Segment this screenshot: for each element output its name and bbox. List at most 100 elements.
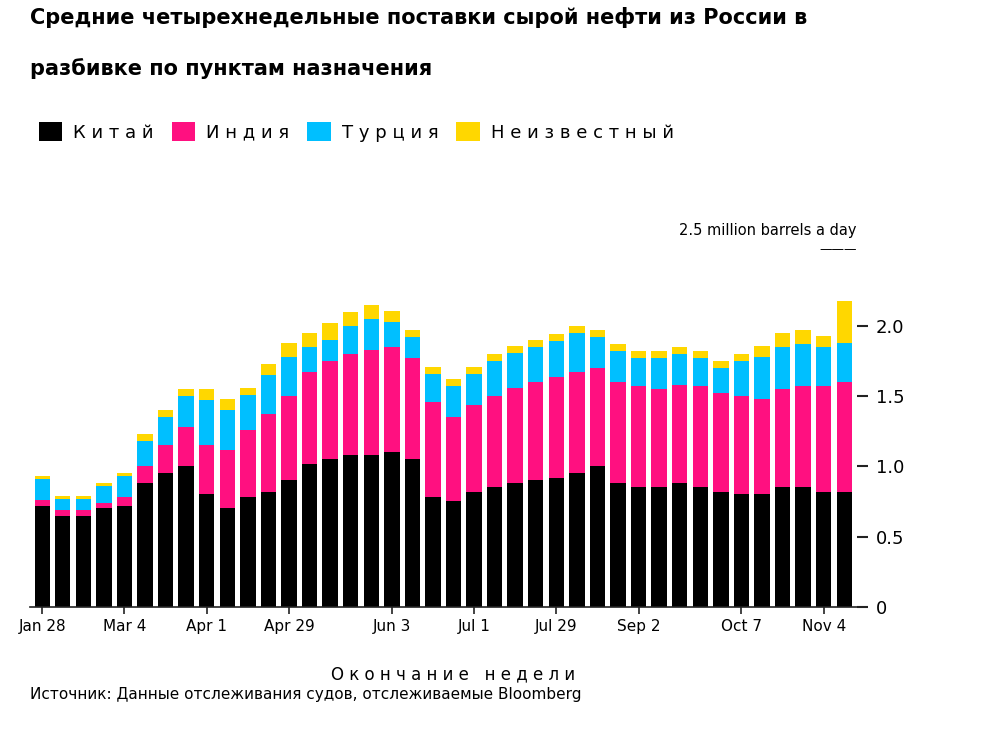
Bar	[55, 510, 71, 515]
Bar	[240, 430, 256, 497]
Bar	[508, 483, 523, 607]
Bar	[35, 476, 50, 479]
Bar	[76, 515, 91, 607]
Bar	[734, 361, 749, 396]
Bar	[281, 396, 297, 480]
Bar	[323, 340, 338, 361]
Bar	[323, 361, 338, 459]
Bar	[775, 389, 790, 488]
Bar	[590, 368, 606, 466]
Bar	[796, 344, 811, 387]
Bar	[384, 347, 399, 452]
Bar	[630, 352, 646, 358]
Bar	[630, 387, 646, 488]
Bar	[837, 382, 852, 492]
Bar	[364, 455, 378, 607]
Text: ———: ———	[819, 243, 857, 256]
Bar	[97, 509, 112, 607]
Bar	[734, 354, 749, 361]
Bar	[528, 382, 544, 480]
Bar	[158, 474, 173, 607]
Text: Источник: Данные отслеживания судов, отслеживаемые Bloomberg: Источник: Данные отслеживания судов, отс…	[30, 686, 582, 702]
Bar	[837, 492, 852, 607]
Bar	[117, 497, 132, 506]
Bar	[692, 352, 708, 358]
Bar	[569, 333, 585, 372]
Bar	[528, 340, 544, 347]
Bar	[199, 494, 214, 607]
Bar	[302, 333, 318, 347]
Bar	[672, 385, 687, 483]
Bar	[219, 509, 235, 607]
Bar	[158, 417, 173, 445]
Bar	[775, 347, 790, 389]
Bar	[590, 466, 606, 607]
Bar	[302, 463, 318, 607]
Bar	[199, 445, 214, 494]
Bar	[178, 427, 194, 466]
Bar	[692, 358, 708, 387]
Bar	[117, 506, 132, 607]
Bar	[199, 401, 214, 445]
Bar	[528, 347, 544, 382]
Bar	[549, 335, 564, 341]
Bar	[446, 379, 461, 387]
Bar	[466, 405, 482, 492]
Bar	[240, 497, 256, 607]
Bar	[590, 330, 606, 337]
Bar	[692, 387, 708, 488]
Bar	[713, 492, 728, 607]
Bar	[672, 354, 687, 385]
Text: 2.5 million barrels a day: 2.5 million barrels a day	[679, 222, 857, 238]
Bar	[611, 352, 625, 382]
Bar	[97, 486, 112, 503]
Bar	[261, 364, 276, 375]
Bar	[569, 372, 585, 474]
Bar	[630, 488, 646, 607]
Bar	[796, 387, 811, 488]
Bar	[487, 354, 502, 361]
Bar	[343, 326, 359, 354]
Bar	[343, 312, 359, 326]
Bar	[302, 372, 318, 463]
Bar	[219, 410, 235, 450]
Bar	[713, 393, 728, 492]
Bar	[219, 399, 235, 410]
Text: разбивке по пунктам назначения: разбивке по пунктам назначения	[30, 58, 432, 80]
Bar	[76, 499, 91, 510]
Bar	[487, 396, 502, 488]
Bar	[281, 357, 297, 396]
Bar	[672, 347, 687, 354]
Bar	[775, 488, 790, 607]
Bar	[816, 387, 832, 492]
Bar	[55, 496, 71, 499]
Bar	[178, 396, 194, 427]
Bar	[384, 311, 399, 322]
Bar	[816, 336, 832, 347]
Bar	[117, 474, 132, 476]
Bar	[837, 300, 852, 343]
Bar	[672, 483, 687, 607]
Bar	[651, 352, 667, 358]
Bar	[508, 346, 523, 352]
Bar	[323, 459, 338, 607]
Bar	[508, 352, 523, 387]
Bar	[137, 483, 152, 607]
Bar	[425, 497, 440, 607]
Bar	[240, 387, 256, 395]
Bar	[137, 466, 152, 483]
Bar	[137, 441, 152, 466]
Bar	[816, 347, 832, 387]
Bar	[35, 506, 50, 607]
Bar	[158, 410, 173, 417]
Bar	[754, 357, 770, 399]
Bar	[76, 496, 91, 499]
Bar	[754, 399, 770, 494]
Bar	[97, 483, 112, 486]
Bar	[549, 376, 564, 477]
Bar	[590, 337, 606, 368]
Bar	[446, 387, 461, 417]
Bar	[137, 434, 152, 441]
Bar	[364, 319, 378, 350]
Bar	[713, 368, 728, 393]
